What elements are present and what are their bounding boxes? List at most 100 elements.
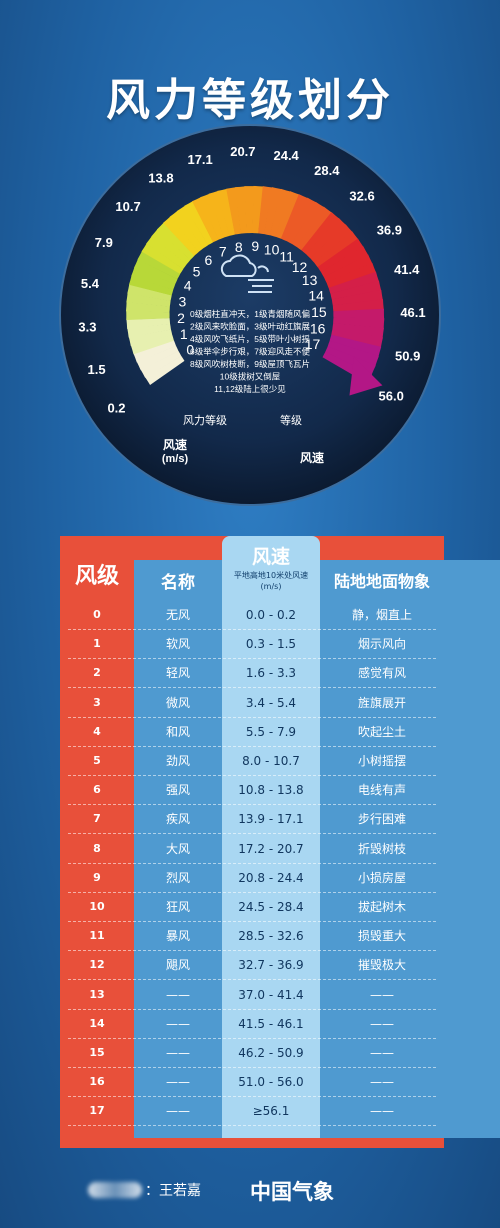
- gauge-level-label: 15: [311, 304, 327, 320]
- header-speed: 风速: [251, 546, 290, 568]
- gauge-band-segment: [258, 186, 273, 235]
- gauge-level-label: 10: [264, 241, 280, 257]
- row-phenomena: ——: [370, 1046, 394, 1060]
- row-name: ——: [166, 1016, 190, 1031]
- row-phenomena: 感觉有风: [357, 666, 406, 681]
- gauge-band-segment: [128, 329, 173, 347]
- wind-gauge: 0.2 1.5 3.3 5.4 7.9 10.7 13.8 17.1 20.7 24.4 28.4 3…: [59, 124, 441, 506]
- gauge-band-segment: [332, 299, 384, 312]
- table-row: 10 狂风 24.5 - 28.4 拔起树木: [60, 892, 444, 922]
- gauge-level-label: 5: [193, 263, 201, 279]
- gauge-speed-label: 46.1: [400, 305, 425, 320]
- row-phenomena: 烟示风向: [357, 637, 406, 652]
- row-level: 13: [89, 987, 105, 1001]
- gauge-phenomena-line: 0级烟柱直冲天，1级青烟随风偏: [190, 309, 310, 319]
- table-row: 1 软风 0.3 - 1.5 烟示风向: [60, 629, 444, 660]
- row-speed: 1.6 - 3.3: [245, 666, 297, 681]
- gauge-speed-label: 13.8: [148, 170, 173, 185]
- brand-logo-text: 中国气象: [250, 1180, 334, 1204]
- gauge-speed-label: 41.4: [394, 262, 420, 277]
- row-phenomena: ——: [370, 1104, 394, 1119]
- gauge-level-label: 4: [184, 278, 192, 294]
- gauge-band-segment: [244, 186, 255, 234]
- row-name: ——: [166, 987, 190, 1002]
- gauge-speed-label: 10.7: [115, 199, 140, 214]
- gauge-level-label: 14: [308, 287, 324, 303]
- gauge-band-segment: [296, 206, 332, 251]
- row-level: 15: [89, 1046, 105, 1059]
- row-level: 16: [89, 1075, 105, 1089]
- row-divider: [68, 950, 436, 952]
- cloud-wind-icon: [220, 254, 274, 293]
- row-speed: 32.7 - 36.9: [238, 958, 304, 973]
- row-level: 12: [89, 958, 105, 972]
- row-speed: 5.5 - 7.9: [245, 724, 297, 739]
- row-divider: [68, 745, 436, 747]
- row-phenomena: 旌旗展开: [357, 695, 406, 710]
- row-name: 暴风: [165, 929, 190, 944]
- row-divider: [68, 716, 436, 718]
- row-name: 无风: [165, 608, 190, 622]
- row-divider: [68, 1037, 436, 1039]
- gauge-band-segment: [252, 185, 264, 234]
- row-name: ——: [166, 1046, 190, 1060]
- gauge-band-segment: [169, 211, 204, 252]
- row-name: 软风: [165, 637, 190, 652]
- gauge-label-speed-right: 风速: [300, 450, 324, 465]
- gauge-label-force-level: 风力等级: [183, 413, 227, 427]
- row-name: 烈风: [165, 870, 190, 885]
- gauge-speed-label: 20.7: [230, 144, 255, 159]
- gauge-band-segment: [291, 201, 325, 247]
- gauge-face: [59, 124, 441, 506]
- table-row: 12 飓风 32.7 - 36.9 摧毁极大: [60, 950, 444, 981]
- gauge-band-segment: [323, 254, 373, 283]
- gauge-band-segment: [128, 275, 174, 296]
- table-row: 11 暴风 28.5 - 32.6 损毁重大: [60, 921, 444, 952]
- row-phenomena: ——: [370, 1016, 394, 1031]
- gauge-band-segment: [151, 229, 191, 265]
- table-row: 15 —— 46.2 - 50.9 ——: [60, 1038, 444, 1068]
- gauge-band-segment: [333, 317, 385, 329]
- row-name: 劲风: [165, 754, 190, 768]
- gauge-speed-label: 50.9: [395, 348, 420, 363]
- row-speed: 3.4 - 5.4: [245, 695, 297, 710]
- gauge-band-segment: [301, 211, 339, 255]
- gauge-speed-label: 56.0: [379, 389, 404, 404]
- row-phenomena: 静，烟直上: [351, 608, 412, 622]
- gauge-speed-label: 28.4: [314, 163, 340, 178]
- row-level: 17: [89, 1104, 105, 1118]
- gauge-band-segment: [200, 193, 224, 240]
- row-level: 8: [93, 841, 101, 855]
- gauge-level-label: 17: [305, 336, 321, 352]
- gauge-band-segment: [305, 217, 346, 259]
- row-name: 大风: [165, 841, 190, 856]
- gauge-band-segment: [269, 188, 291, 237]
- gauge-band-segment: [126, 310, 170, 321]
- row-level: 10: [89, 900, 105, 913]
- gauge-band-segment: [130, 334, 174, 355]
- gauge-band-segment: [310, 224, 353, 263]
- row-speed: 10.8 - 13.8: [238, 783, 304, 798]
- row-divider: [68, 804, 436, 806]
- gauge-level-label: 6: [205, 252, 213, 268]
- table-row: 4 和风 5.5 - 7.9 吹起尘土: [60, 717, 444, 747]
- gauge-label-wind-speed: 风速: [163, 437, 187, 452]
- row-speed: 17.2 - 20.7: [238, 841, 304, 856]
- row-divider: [68, 658, 436, 660]
- gauge-band-segment: [127, 284, 172, 302]
- gauge-band-segment: [156, 222, 195, 261]
- row-phenomena: 摧毁极大: [357, 958, 406, 973]
- row-level: 3: [93, 695, 101, 709]
- row-name: ——: [166, 1104, 190, 1119]
- row-speed: 20.8 - 24.4: [238, 870, 304, 885]
- row-speed: 0.3 - 1.5: [245, 637, 297, 652]
- wind-scale-table: 风级 名称 风速 平地高地10米处风速 (m/s) 陆地地面物象 0 无风 0.0 …: [60, 536, 500, 1148]
- speed-column-bg: [222, 536, 320, 1138]
- gauge-level-label: 7: [219, 244, 227, 260]
- author-label-blurred: [88, 1182, 142, 1198]
- gauge-band-segment: [328, 271, 379, 294]
- gauge-level-label: 9: [251, 238, 259, 254]
- gauge-speed-label: 32.6: [349, 189, 374, 204]
- row-speed: 24.5 - 28.4: [238, 900, 304, 914]
- gauge-band-segment: [176, 205, 209, 249]
